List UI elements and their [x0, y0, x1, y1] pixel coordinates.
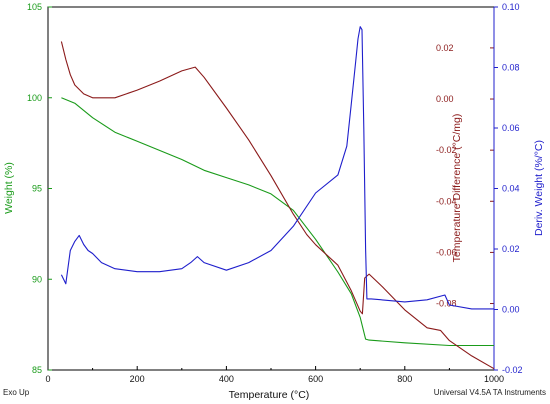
y-deriv-tick-label: 0.06 [502, 123, 520, 133]
y-axis-deriv-weight: -0.02 0.00 0.02 0.04 0.06 0.08 0.10 [493, 2, 523, 375]
y-deriv-tick-label: 0.02 [502, 244, 520, 254]
y-left-tick-label: 105 [27, 2, 42, 12]
y-temp-diff-tick-label: -0.04 [436, 196, 457, 206]
y-temp-diff-tick-label: -0.06 [436, 247, 457, 257]
y-deriv-tick-label: 0.00 [502, 305, 520, 315]
series-weight-line [61, 97, 494, 347]
y-axis-title-temperature-difference: Temperature Difference (°C/mg) [451, 114, 463, 263]
y-axis-temperature-difference: -0.08 -0.06 -0.04 -0.02 0.00 0.02 [436, 43, 494, 309]
y-deriv-tick-label: 0.10 [502, 2, 520, 12]
y-temp-diff-tick-label: 0.02 [436, 43, 454, 53]
plot-border [47, 6, 495, 371]
x-tick-label: 800 [397, 374, 412, 384]
x-axis: 0 200 400 600 800 1000 [45, 366, 504, 384]
y-left-tick-label: 95 [32, 184, 42, 194]
y-temp-diff-tick-label: 0.00 [436, 94, 454, 104]
y-axis-title-weight: Weight (%) [3, 162, 15, 214]
y-deriv-tick-label: 0.04 [502, 184, 520, 194]
y-left-tick-label: 85 [32, 365, 42, 375]
y-deriv-tick-label: 0.08 [502, 63, 520, 73]
x-tick-label: 200 [130, 374, 145, 384]
y-temp-diff-tick-label: -0.08 [436, 299, 457, 309]
y-left-tick-label: 100 [27, 93, 42, 103]
series-deriv-weight-line [60, 26, 494, 310]
y-axis-weight: 85 90 95 100 105 [27, 2, 52, 375]
series-layer [60, 26, 495, 370]
footer-instrument-info: Universal V4.5A TA Instruments [433, 388, 546, 397]
footer-exo-up: Exo Up [3, 388, 30, 397]
y-temp-diff-tick-label: -0.02 [436, 145, 457, 155]
y-axis-title-deriv-weight: Deriv. Weight (%/°C) [533, 140, 545, 236]
x-tick-label: 0 [45, 374, 50, 384]
y-left-tick-label: 90 [32, 274, 42, 284]
series-temperature-difference-line [60, 41, 495, 370]
y-deriv-tick-label: -0.02 [502, 365, 523, 375]
x-tick-label: 400 [219, 374, 234, 384]
x-tick-label: 600 [308, 374, 323, 384]
plot-frame [47, 6, 495, 371]
x-axis-title: Temperature (°C) [229, 389, 310, 401]
x-tick-label: 1000 [484, 374, 504, 384]
